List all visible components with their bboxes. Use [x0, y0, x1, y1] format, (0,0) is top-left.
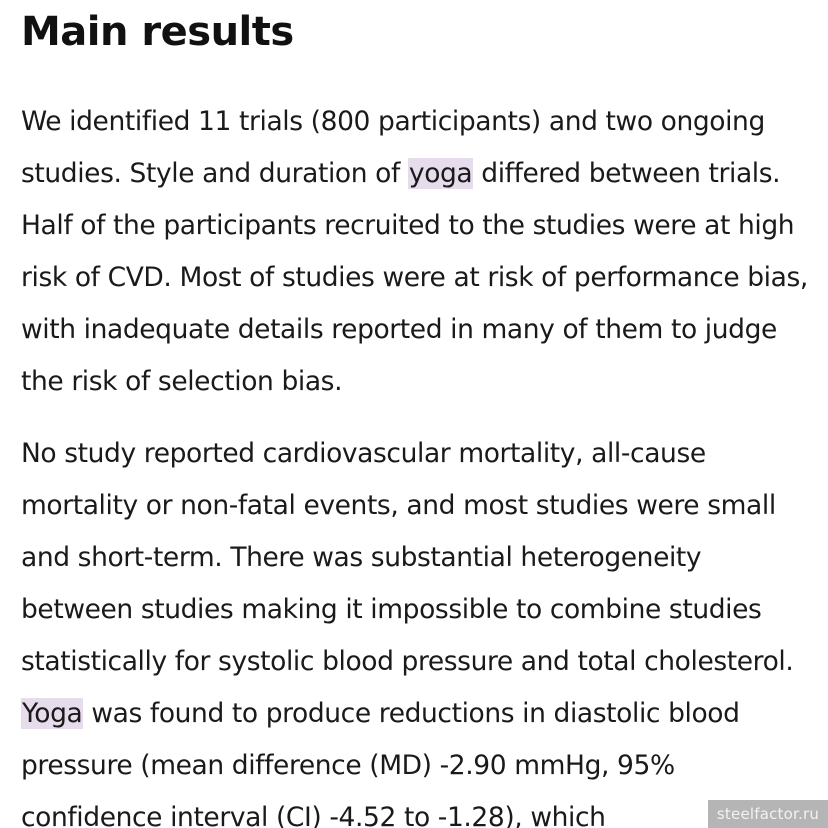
paragraph-text: We identified 11 trials (800 participant…	[21, 106, 765, 189]
paragraph-results: No study reported cardiovascular mortali…	[21, 428, 811, 828]
watermark: steelfactor.ru	[708, 800, 828, 828]
section-heading: Main results	[21, 9, 294, 55]
search-highlight: yoga	[407, 158, 474, 189]
paragraph-text: was found to produce reductions in diast…	[21, 698, 740, 828]
paragraph-text: differed between trials. Half of the par…	[21, 158, 808, 397]
search-highlight: Yoga	[21, 698, 84, 729]
paragraph-study-description: We identified 11 trials (800 participant…	[21, 96, 811, 408]
document-body: Main results We identified 11 trials (80…	[21, 0, 811, 828]
paragraph-text: No study reported cardiovascular mortali…	[21, 438, 794, 677]
